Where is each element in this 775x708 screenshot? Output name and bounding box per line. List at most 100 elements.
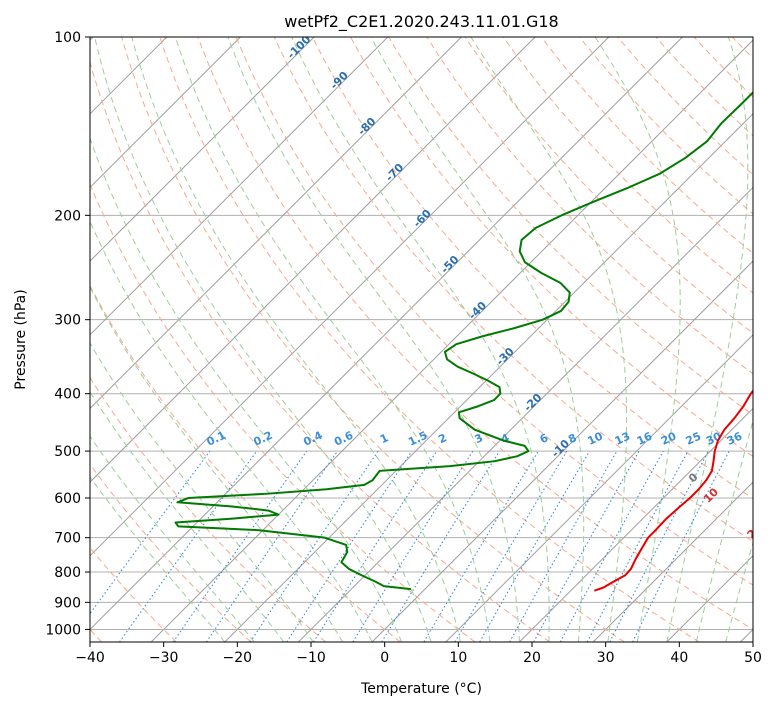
isotherm-line	[90, 37, 610, 557]
skew-line-label: -90	[328, 69, 351, 92]
x-tick-label: 40	[670, 650, 688, 666]
mixing-ratio-label: 0.2	[251, 429, 274, 449]
moist-adiabat-line	[227, 37, 520, 642]
skew-line-label: 0	[686, 470, 701, 485]
mixing-ratio-line	[533, 450, 640, 642]
isotherm-line	[90, 37, 683, 631]
x-tick-label: −10	[296, 650, 326, 666]
sounding-series	[174, 91, 753, 592]
isotherm-line	[666, 555, 753, 642]
skew-line-label: -30	[494, 345, 517, 368]
dry-adiabat-line	[540, 37, 753, 254]
x-tick-label: 10	[449, 650, 467, 666]
isotherm-line	[90, 37, 389, 336]
temperature-line	[594, 389, 753, 592]
x-tick-label: 30	[597, 650, 615, 666]
y-tick-label: 300	[54, 313, 81, 329]
moist-adiabat-line	[666, 37, 749, 642]
skew-line-label: -40	[466, 299, 489, 322]
moist-adiabat-line	[90, 476, 226, 642]
y-tick-label: 500	[54, 444, 81, 460]
dry-adiabat-line	[617, 37, 753, 176]
dry-adiabat-line	[655, 37, 753, 137]
skew-line-label: -60	[411, 207, 434, 230]
y-tick-label: 600	[54, 491, 81, 507]
mixing-ratio-line	[352, 450, 474, 642]
mixing-ratio-line	[286, 450, 413, 642]
y-axis-title: Pressure (hPa)	[13, 289, 29, 389]
dry-adiabat-line	[197, 37, 753, 631]
moist-adiabat-line	[695, 418, 753, 642]
y-tick-label: 800	[54, 565, 81, 581]
moist-adiabat-line	[90, 391, 285, 642]
isotherm-line	[90, 37, 462, 410]
moist-adiabat-line	[131, 37, 461, 642]
dry-adiabat-line	[350, 37, 753, 457]
x-tick-label: 0	[380, 650, 389, 666]
y-tick-label: 400	[54, 387, 81, 403]
dry-adiabat-line	[273, 37, 753, 543]
plot-frame	[89, 36, 754, 643]
isotherm-line	[519, 407, 753, 642]
mixing-ratio-label: 0.1	[205, 429, 228, 449]
mixing-ratio-label: 25	[684, 430, 703, 448]
skew-line-label: -70	[383, 161, 406, 184]
moist-adiabat-line	[470, 37, 628, 642]
x-tick-label: −20	[223, 650, 253, 666]
dry-adiabat-line	[121, 37, 625, 642]
moist-adiabat-line	[90, 286, 344, 642]
y-axis-ticks: 100 200 300 400 500 600 700 800 900 1000	[45, 30, 90, 638]
dry-adiabat-line	[90, 463, 252, 642]
isotherm-line	[740, 628, 753, 642]
isotherm-line	[90, 37, 315, 262]
skew-line-label: -20	[521, 391, 544, 414]
x-tick-label: 50	[744, 650, 762, 666]
dry-adiabat-line	[502, 37, 753, 294]
mixing-ratio-line	[509, 450, 618, 642]
isotherm-line	[150, 39, 753, 642]
isotherm-line	[90, 37, 241, 189]
y-tick-label: 1000	[45, 622, 81, 638]
mixing-ratio-line	[313, 450, 438, 642]
dry-adiabat-line	[235, 37, 753, 586]
skew-line-label: 20	[745, 521, 765, 541]
mixing-ratio-line	[586, 450, 689, 642]
dry-adiabat-line	[693, 37, 753, 98]
mixing-ratio-label: 1	[378, 431, 390, 446]
mixing-ratio-line	[172, 450, 308, 642]
isotherm-line	[445, 334, 753, 642]
y-tick-label: 200	[54, 208, 81, 224]
moist-adiabat-line	[725, 541, 753, 642]
isotherm-line	[90, 37, 536, 483]
mixing-ratio-line	[90, 450, 211, 615]
mixing-ratio-label: 2	[436, 431, 448, 446]
mixing-ratio-label: 16	[635, 429, 655, 447]
dry-adiabat-line	[464, 37, 753, 334]
y-tick-label: 900	[54, 595, 81, 611]
mixing-ratio-line	[454, 450, 568, 642]
mixing-ratio-line	[632, 450, 730, 642]
moist-adiabat-line	[594, 37, 681, 642]
mixing-ratio-label: 13	[613, 430, 632, 448]
isotherm-line	[592, 481, 753, 642]
isotherm-line	[224, 113, 753, 642]
moist-adiabat-line	[90, 136, 403, 642]
mixing-ratio-line	[249, 450, 379, 642]
background-lines	[90, 37, 775, 642]
mixing-ratio-label: 20	[659, 429, 679, 447]
x-axis-ticks: −40 −30 −20 −10 0 10 20 30 40 50	[75, 642, 762, 666]
dry-adiabat-line	[770, 37, 775, 642]
dry-adiabat-line	[159, 37, 700, 642]
mixing-ratio-label: 0.6	[332, 429, 355, 449]
mixing-ratio-label: 1.5	[406, 429, 429, 449]
mixing-ratio-line	[119, 450, 258, 642]
x-tick-label: 20	[523, 650, 541, 666]
mixing-ratio-line	[381, 450, 500, 642]
dry-adiabat-line	[90, 284, 401, 642]
mixing-ratio-label: 10	[586, 429, 606, 447]
x-tick-label: −30	[149, 650, 179, 666]
dry-adiabat-line	[90, 60, 551, 642]
mixing-ratio-line	[559, 450, 664, 642]
mixing-ratio-label: 30	[704, 429, 724, 447]
